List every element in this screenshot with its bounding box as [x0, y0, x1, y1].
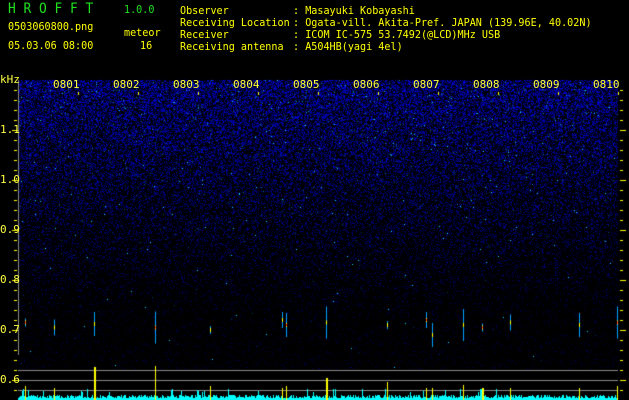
time-tick-label: 0803	[173, 78, 200, 91]
filename: 0503060800.png	[8, 20, 94, 33]
time-tick-label: 0804	[233, 78, 260, 91]
time-tick-label: 0810	[593, 78, 620, 91]
location-value: Ogata-vill. Akita-Pref. JAPAN (139.96E, …	[305, 16, 592, 29]
time-tick-label: 0806	[353, 78, 380, 91]
y-tick-label: 0.6	[0, 373, 20, 386]
y-tick-label: 0.8	[0, 273, 20, 286]
info-label: Observer	[180, 4, 229, 17]
meteor-label: meteor	[124, 26, 161, 39]
info-value: : ICOM IC-575 53.7492(@LCD)MHz USB	[293, 28, 501, 41]
info-label: Receiving Location	[180, 16, 290, 29]
y-tick-label: 1.0	[0, 173, 20, 186]
info-value: : Masayuki Kobayashi	[293, 4, 415, 17]
time-tick-label: 0801	[53, 78, 80, 91]
meteor-count: 16	[140, 39, 153, 52]
time-tick-label: 0805	[293, 78, 320, 91]
receiver-value: ICOM IC-575 53.7492(@LCD)MHz USB	[305, 28, 501, 41]
app-version: 1.0.0	[124, 3, 155, 16]
antenna-value: A504HB(yagi 4el)	[305, 40, 403, 53]
y-tick-label: 0.7	[0, 323, 20, 336]
time-tick-label: 0802	[113, 78, 140, 91]
observer-value: Masayuki Kobayashi	[305, 4, 415, 17]
info-label: Receiver	[180, 28, 229, 41]
app-title: H R O F F T	[8, 1, 94, 17]
y-tick-label: 1.1	[0, 123, 20, 136]
time-tick-label: 0808	[473, 78, 500, 91]
info-label: Receiving antenna	[180, 40, 284, 53]
time-tick-label: 0807	[413, 78, 440, 91]
time-tick-label: 0809	[533, 78, 560, 91]
info-value: : Ogata-vill. Akita-Pref. JAPAN (139.96E…	[293, 16, 592, 29]
info-value: : A504HB(yagi 4el)	[293, 40, 403, 53]
datetime: 05.03.06 08:00	[8, 39, 94, 52]
y-unit-label: kHz	[0, 73, 20, 86]
y-tick-label: 0.9	[0, 223, 20, 236]
